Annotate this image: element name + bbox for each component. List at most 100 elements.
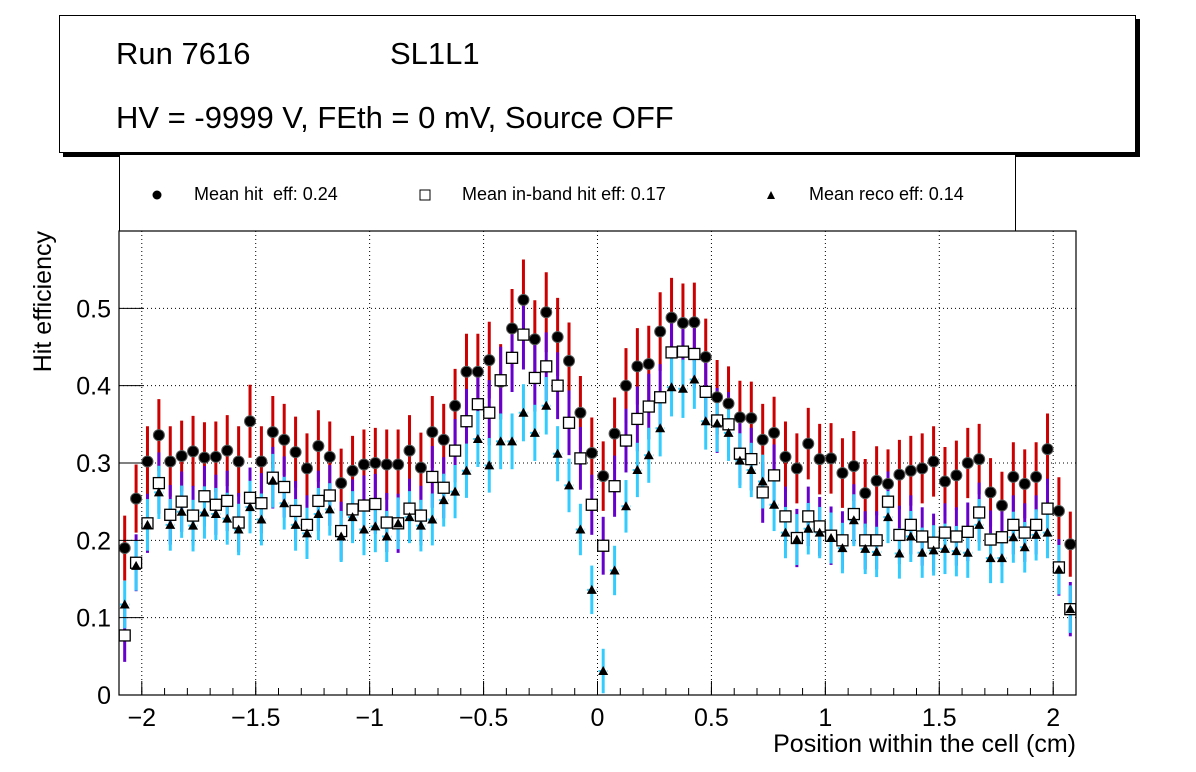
x-tick-label: −1 — [355, 704, 384, 732]
hit-eff-point — [300, 462, 313, 475]
hit-eff-point — [779, 450, 792, 463]
reco-eff-point — [267, 475, 278, 485]
hit-eff-point — [380, 458, 393, 471]
hit-eff-point — [938, 475, 951, 488]
inband-eff-point — [790, 531, 804, 545]
hit-eff-point — [346, 464, 359, 477]
inband-eff-point — [1052, 561, 1066, 574]
hit-eff-point — [289, 446, 302, 459]
reco-eff-point — [791, 534, 802, 544]
inband-eff-point — [995, 531, 1009, 544]
legend-item-inband: Mean in-band hit eff: 0.17 — [462, 184, 666, 204]
reco-eff-point — [552, 448, 563, 458]
reco-eff-point — [837, 543, 848, 553]
inband-eff-point — [881, 495, 895, 508]
inband-eff-point — [221, 494, 234, 508]
reco-eff-point — [894, 548, 905, 558]
hit-eff-point — [745, 412, 758, 425]
reco-eff-point — [677, 383, 688, 393]
reco-eff-point — [507, 436, 518, 446]
reco-eff-point — [370, 521, 381, 531]
inband-eff-point — [631, 412, 644, 426]
reco-eff-point — [495, 436, 506, 446]
inband-eff-point — [562, 416, 576, 429]
reco-eff-point — [712, 418, 723, 428]
inband-eff-point — [460, 415, 473, 428]
hit-eff-point — [870, 474, 883, 487]
inband-eff-point — [437, 481, 450, 494]
inband-eff-point — [323, 489, 336, 502]
reco-eff-point — [939, 543, 950, 553]
inband-eff-point — [517, 328, 530, 341]
hit-eff-point — [118, 542, 131, 555]
x-tick-label: −2 — [128, 704, 157, 732]
reco-eff-point — [883, 512, 894, 522]
hit-eff-point — [449, 399, 462, 412]
hit-eff-point — [836, 467, 849, 480]
hit-eff-point — [483, 354, 496, 367]
inband-eff-point — [813, 520, 826, 533]
reco-eff-point — [985, 553, 996, 563]
inband-eff-point — [414, 509, 428, 522]
reco-eff-point — [689, 374, 700, 384]
reco-eff-point — [1019, 542, 1030, 552]
reco-eff-point — [564, 480, 575, 490]
inband-eff-point — [927, 536, 940, 549]
hit-eff-point — [676, 317, 689, 330]
reco-eff-point — [826, 533, 837, 543]
inband-eff-point — [608, 480, 621, 493]
inband-eff-point — [836, 534, 849, 547]
reco-eff-point — [905, 531, 916, 541]
hit-eff-point — [802, 437, 815, 450]
hit-eff-point — [847, 460, 860, 473]
inband-eff-point — [585, 498, 598, 511]
hit-eff-point — [619, 379, 632, 392]
reco-eff-point — [210, 509, 221, 519]
inband-eff-point — [574, 452, 587, 465]
hit-eff-point — [995, 499, 1008, 512]
hit-eff-point — [893, 468, 906, 481]
inband-eff-point — [802, 510, 815, 523]
inband-eff-point — [129, 556, 143, 569]
inband-eff-point — [118, 629, 131, 642]
reco-eff-point — [393, 518, 404, 528]
reco-eff-point — [301, 528, 312, 538]
hit-eff-point — [756, 433, 769, 446]
inband-eff-point — [335, 524, 348, 538]
hit-eff-point — [357, 458, 370, 471]
reco-eff-point — [529, 427, 540, 437]
hit-eff-point — [642, 358, 655, 371]
hit-eff-point — [369, 457, 382, 469]
inband-eff-point — [198, 490, 211, 503]
inband-eff-point — [300, 518, 314, 532]
reco-eff-point — [279, 498, 290, 508]
legend-item-reco: Mean reco eff: 0.14 — [809, 184, 964, 204]
reco-eff-point — [1031, 529, 1042, 539]
x-axis-label: Position within the cell (cm) — [773, 730, 1076, 758]
reco-eff-point — [131, 560, 142, 570]
hit-eff-point — [494, 375, 507, 388]
reco-eff-point — [1008, 532, 1019, 542]
inband-eff-point — [722, 418, 735, 431]
reco-eff-point — [928, 545, 939, 555]
grid — [119, 231, 1076, 695]
y-tick-label: 0.3 — [76, 450, 111, 478]
inband-eff-point — [357, 499, 371, 512]
hit-eff-point — [278, 433, 291, 446]
hit-eff-point — [973, 453, 986, 466]
reco-eff-point — [962, 547, 973, 557]
hit-eff-point — [904, 464, 917, 477]
hit-eff-point — [882, 477, 895, 490]
reco-eff-point — [415, 520, 426, 530]
reco-eff-point — [484, 460, 495, 470]
plot-frame — [118, 230, 1077, 696]
inband-eff-point — [164, 508, 177, 521]
hit-eff-point — [927, 455, 940, 468]
hit-eff-point — [631, 360, 644, 373]
y-tick-label: 0.5 — [76, 295, 111, 323]
inband-eff-point — [973, 506, 986, 519]
reco-eff-point — [358, 524, 369, 534]
run-label: Run 7616 — [116, 36, 251, 71]
reco-eff-point — [518, 407, 529, 417]
inband-eff-point — [551, 379, 564, 392]
